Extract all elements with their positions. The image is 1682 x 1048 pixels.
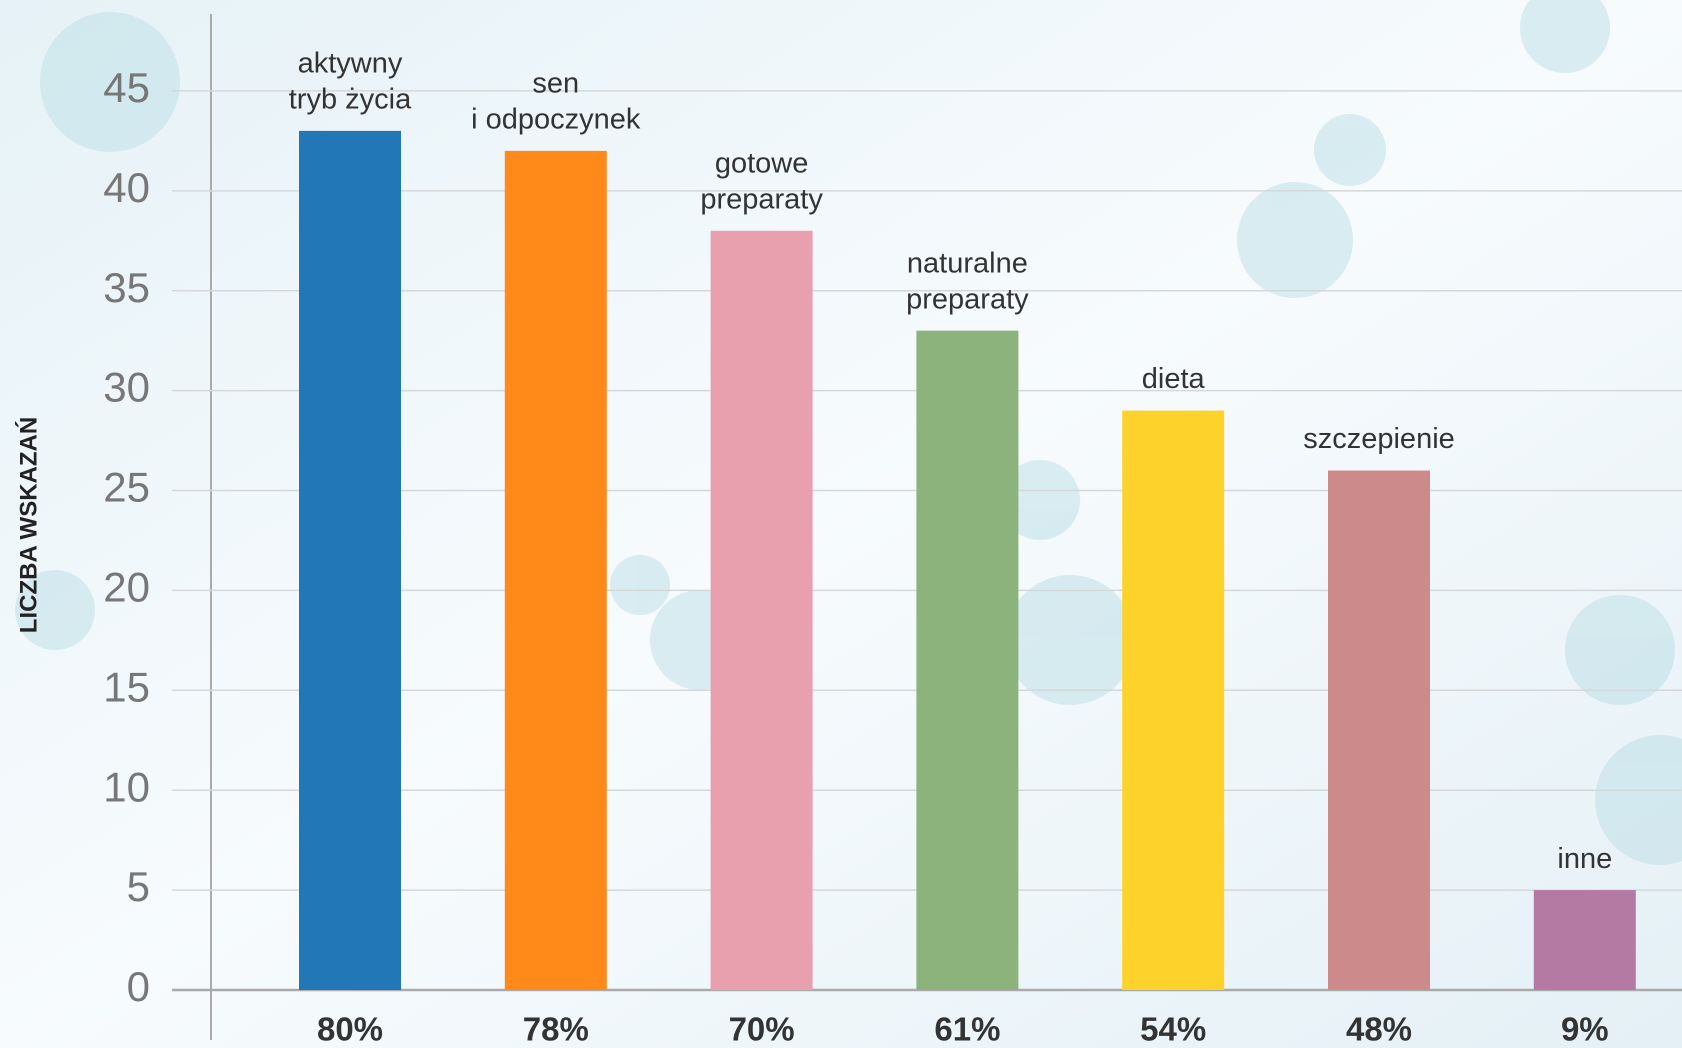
category-label: gotowe <box>715 147 809 179</box>
bar <box>299 130 401 990</box>
category-label: tryb życia <box>289 84 412 116</box>
category-label: preparaty <box>906 283 1029 315</box>
y-tick-label: 25 <box>103 464 150 511</box>
y-tick-label: 40 <box>103 164 150 211</box>
category-label: szczepienie <box>1303 423 1455 455</box>
percent-label: 9% <box>1561 1011 1609 1048</box>
bar <box>710 230 813 990</box>
percent-label: 48% <box>1346 1011 1412 1048</box>
y-tick-label: 5 <box>127 863 150 910</box>
y-tick-label: 30 <box>103 364 150 411</box>
percent-label: 78% <box>523 1011 589 1048</box>
bar <box>916 330 1019 990</box>
bar <box>504 150 607 990</box>
category-label: inne <box>1557 843 1612 875</box>
percent-label: 54% <box>1140 1011 1206 1048</box>
percent-label: 61% <box>934 1011 1000 1048</box>
bar <box>1122 410 1225 991</box>
category-label: naturalne <box>907 247 1028 279</box>
bar <box>1328 470 1430 990</box>
y-tick-label: 15 <box>103 663 150 710</box>
category-label: sen <box>532 68 579 100</box>
category-label: preparaty <box>700 183 823 215</box>
y-tick-label: 10 <box>103 763 150 810</box>
percent-label: 70% <box>729 1011 795 1048</box>
y-axis-label: LICZBA WSKAZAŃ <box>14 417 42 633</box>
y-tick-label: 35 <box>103 264 150 311</box>
category-label: i odpoczynek <box>471 104 641 136</box>
y-tick-label: 20 <box>103 564 150 611</box>
category-label: dieta <box>1142 363 1206 395</box>
y-tick-label: 0 <box>127 963 150 1010</box>
category-label: aktywny <box>298 48 403 80</box>
bar <box>1533 890 1636 990</box>
percent-label: 80% <box>317 1011 383 1048</box>
y-tick-label: 45 <box>103 64 150 111</box>
